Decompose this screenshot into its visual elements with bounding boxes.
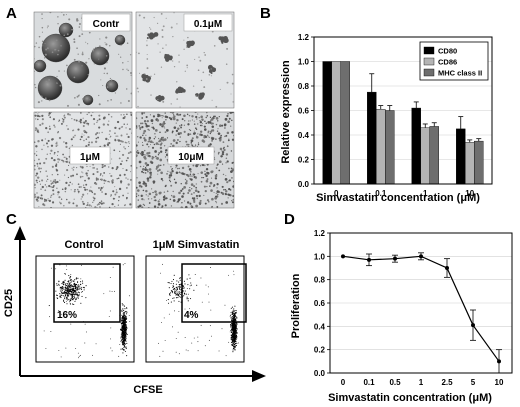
panel-d-x-tick-label: 5	[471, 378, 476, 387]
legend-label-cd80: CD80	[438, 47, 457, 56]
bar-cd80	[367, 91, 377, 185]
flow-plot-control: Control 16%	[35, 239, 135, 363]
micrograph-control: Contr	[33, 11, 133, 109]
data-point	[341, 254, 345, 259]
panel-d-line-chart: 0.0 0.2 0.4 0.6 0.8 1.0 1.2 0 0.1 0.5 1 2.5 5 10 Pro…	[290, 229, 513, 404]
panel-d-x-tick-label: 10	[495, 378, 504, 387]
micrograph-label-1um: 1μM	[80, 152, 100, 163]
gate-percent-simvastatin: 4%	[184, 310, 199, 321]
data-point	[497, 359, 501, 364]
panel-letter-c: C	[6, 211, 17, 228]
panel-b-y-tick-label: 0.4	[298, 131, 310, 140]
panel-d-y-tick-label: 0.0	[314, 369, 326, 378]
panel-c-x-axis-label: CFSE	[133, 384, 162, 396]
panel-d-series	[341, 252, 502, 374]
flow-plot-title-simvastatin: 1μM Simvastatin	[153, 239, 240, 251]
panel-b-x-tick-label: 1	[423, 189, 428, 198]
bar-cd80	[456, 128, 466, 185]
panel-c-y-axis-label: CD25	[3, 289, 15, 317]
panel-d-x-tick-label: 0	[341, 378, 346, 387]
panel-d-y-axis-label: Proliferation	[290, 273, 302, 338]
panel-b-x-axis-label: Simvastatin concentration (μM)	[316, 192, 480, 204]
panel-b-bars	[322, 61, 484, 185]
micrograph-10um: 10μM	[135, 111, 235, 209]
bar-cd86	[465, 142, 475, 185]
micrograph-label-10um: 10μM	[178, 152, 204, 163]
panel-d-plot-frame	[329, 232, 513, 374]
panel-b-plot-frame	[313, 36, 493, 185]
panel-d-x-axis-label: Simvastatin concentration (μM)	[328, 392, 492, 404]
panel-d-y-tick-label: 0.6	[314, 299, 326, 308]
panel-b-x-tick-label: 0.1	[375, 189, 387, 198]
data-point	[445, 266, 449, 270]
panel-d-y-tick-label: 0.2	[314, 346, 326, 355]
panel-b-y-tick-label: 1.0	[298, 58, 310, 67]
panel-b-y-tick-label: 0.6	[298, 107, 310, 116]
panel-b-legend: CD80 CD86 MHC class II	[419, 41, 489, 81]
bar-mhc-class-ii	[429, 126, 439, 185]
panel-b-y-tick-label: 1.2	[298, 33, 310, 42]
bar-cd86	[331, 61, 341, 185]
data-point	[393, 256, 397, 261]
micrograph-label-control: Contr	[93, 19, 120, 30]
panel-letter-a: A	[6, 5, 17, 22]
panel-b-bar-chart: 0.0 0.2 0.4 0.6 0.8 1.0 1.2 0 0.1 1 10 CD80 CD86 MH…	[280, 33, 493, 204]
panel-b-y-tick-label: 0.2	[298, 156, 310, 165]
bar-cd86	[420, 127, 430, 185]
legend-label-mhc-class-ii: MHC class II	[438, 69, 482, 78]
panel-b-x-tick-label: 0	[334, 189, 339, 198]
legend-label-cd86: CD86	[438, 58, 457, 67]
legend-swatch-cd86	[423, 57, 435, 66]
flow-plot-title-control: Control	[64, 239, 103, 251]
gate-control	[53, 263, 121, 323]
panel-a: Contr 0.1μM 1μM 10μM	[33, 11, 235, 209]
panel-b-y-axis-label: Relative expression	[280, 60, 292, 164]
bar-mhc-class-ii	[385, 110, 395, 185]
micrograph-0-1um: 0.1μM	[135, 11, 235, 109]
data-point	[419, 254, 423, 259]
bar-mhc-class-ii	[474, 140, 484, 185]
panel-letter-d: D	[284, 211, 295, 228]
micrograph-label-0-1um: 0.1μM	[194, 19, 222, 30]
panel-d-x-tick-label: 1	[419, 378, 424, 387]
panel-b-y-ticks: 0.0 0.2 0.4 0.6 0.8 1.0 1.2	[298, 33, 314, 189]
x-axis-arrow-icon	[252, 370, 266, 382]
bar-cd80	[411, 107, 421, 185]
panel-b-x-tick-label: 10	[465, 189, 474, 198]
flow-plot-simvastatin: 1μM Simvastatin 4%	[145, 239, 247, 363]
gate-percent-control: 16%	[57, 310, 77, 321]
panel-d-x-tick-label: 0.5	[389, 378, 401, 387]
panel-b-x-ticks: 0 0.1 1 10	[334, 189, 475, 198]
legend-swatch-mhc-class-ii	[423, 68, 435, 77]
bar-cd86	[376, 109, 386, 185]
panel-d-y-tick-label: 1.2	[314, 229, 326, 238]
legend-swatch-cd80	[423, 46, 435, 55]
panel-d-y-tick-label: 1.0	[314, 252, 326, 261]
panel-d-y-tick-label: 0.4	[314, 322, 326, 331]
panel-d-y-tick-label: 0.8	[314, 276, 326, 285]
gate-simvastatin	[181, 263, 247, 323]
bar-mhc-class-ii	[340, 61, 350, 185]
panel-b-y-tick-label: 0.0	[298, 180, 310, 189]
proliferation-line	[342, 255, 500, 362]
panel-c-flow-cytometry: CD25 CFSE Control 16% 1μM Simvastatin 4%	[3, 226, 266, 396]
data-point	[367, 257, 371, 262]
panel-d-x-tick-label: 2.5	[441, 378, 453, 387]
panel-d-y-ticks: 0.0 0.2 0.4 0.6 0.8 1.0 1.2	[314, 229, 330, 378]
panel-letter-b: B	[260, 5, 271, 22]
panel-d-x-ticks: 0 0.1 0.5 1 2.5 5 10	[341, 378, 504, 387]
panel-d-x-tick-label: 0.1	[363, 378, 375, 387]
micrograph-1um: 1μM	[33, 111, 133, 209]
panel-b-y-tick-label: 0.8	[298, 82, 310, 91]
y-axis-arrow-icon	[14, 226, 26, 240]
bar-cd80	[322, 61, 332, 185]
data-point	[471, 323, 475, 328]
